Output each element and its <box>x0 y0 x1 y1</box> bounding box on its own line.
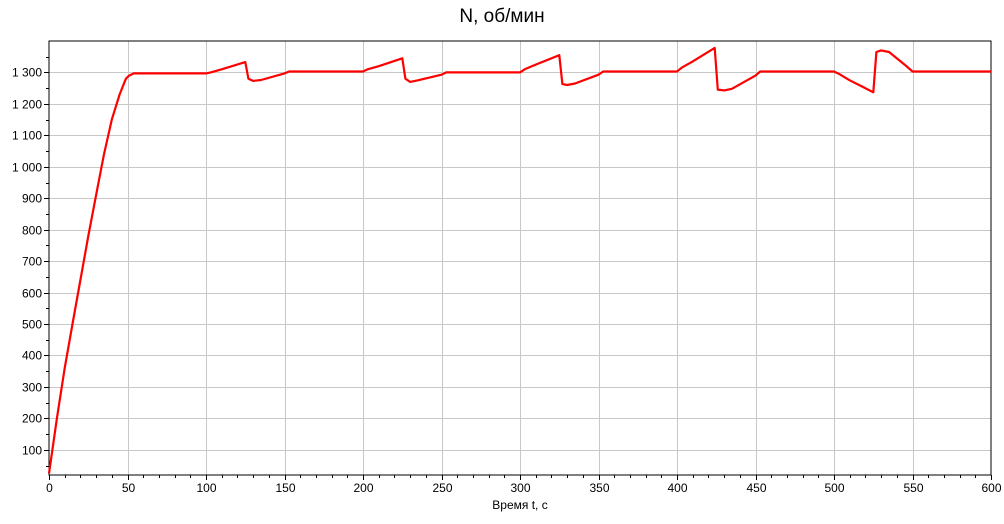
x-tick-label: 500 <box>824 481 844 495</box>
x-tick-label: 600 <box>981 481 1001 495</box>
x-axis-title: Время t, с <box>492 498 547 512</box>
x-tick-label: 400 <box>667 481 687 495</box>
axes <box>44 57 992 480</box>
y-tick-label: 900 <box>22 192 42 206</box>
y-tick-label: 1 300 <box>12 66 42 80</box>
y-tick-label: 1 200 <box>12 98 42 112</box>
x-tick-label: 350 <box>589 481 609 495</box>
y-tick-label: 800 <box>22 224 42 238</box>
gridlines <box>49 41 991 475</box>
series-line-1 <box>47 46 991 474</box>
y-tick-label: 400 <box>22 349 42 363</box>
x-tick-label: 450 <box>746 481 766 495</box>
y-tick-label: 100 <box>22 444 42 458</box>
chart-title: N, об/мин <box>459 6 545 27</box>
series-layer <box>47 46 991 474</box>
x-tick-label: 200 <box>353 481 373 495</box>
y-tick-label: 600 <box>22 287 42 301</box>
y-tick-label: 700 <box>22 255 42 269</box>
y-tick-label: 300 <box>22 381 42 395</box>
y-tick-label: 1 000 <box>12 161 42 175</box>
tick-labels: 0 50 100 150 200 250 300 350 400 450 500 550 600 100 2… <box>12 66 1002 496</box>
y-tick-label: 200 <box>22 412 42 426</box>
x-tick-label: 150 <box>275 481 295 495</box>
x-tick-label: 0 <box>46 481 53 495</box>
x-tick-label: 550 <box>903 481 923 495</box>
x-tick-label: 50 <box>122 481 136 495</box>
y-tick-label: 500 <box>22 318 42 332</box>
x-tick-label: 300 <box>510 481 530 495</box>
y-tick-label: 1 100 <box>12 129 42 143</box>
x-tick-label: 250 <box>432 481 452 495</box>
x-tick-label: 100 <box>196 481 216 495</box>
